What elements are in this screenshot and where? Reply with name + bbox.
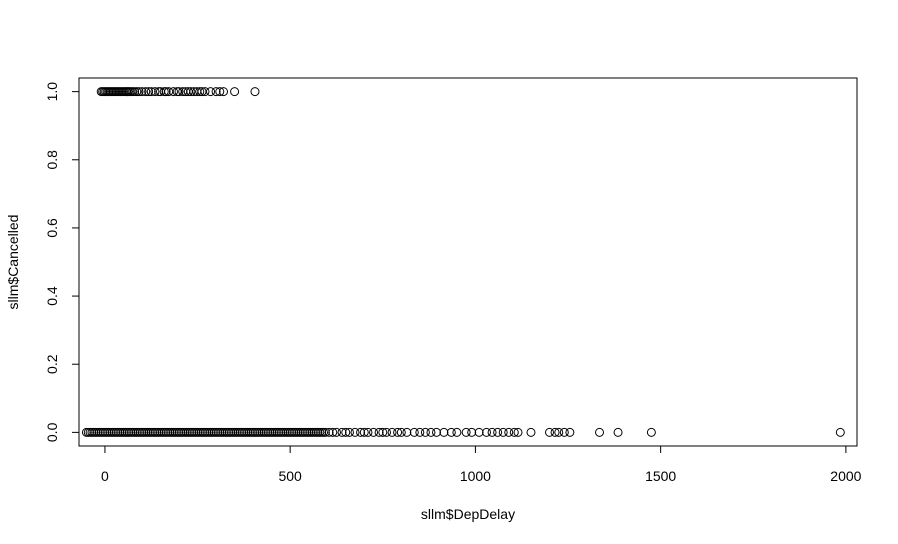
x-tick-label: 1000 (460, 468, 491, 484)
scatter-point (186, 87, 196, 97)
scatter-point (144, 87, 154, 97)
scatter-point (137, 87, 147, 97)
scatter-point (646, 427, 656, 437)
scatter-point (426, 427, 436, 437)
y-tick-label: 0.0 (44, 422, 60, 442)
scatter-point (250, 87, 260, 97)
y-tick-label: 0.2 (44, 354, 60, 374)
scatter-point (835, 427, 845, 437)
data-points (81, 87, 845, 437)
y-axis-label: sllm$Cancelled (5, 215, 21, 310)
scatter-point (218, 87, 228, 97)
scatter-point (134, 87, 144, 97)
scatter-point (161, 87, 171, 97)
y-tick-label: 0.8 (44, 150, 60, 170)
scatter-point (613, 427, 623, 437)
scatter-point (183, 87, 193, 97)
scatter-point (164, 87, 174, 97)
scatter-point (550, 427, 560, 437)
x-tick-label: 2000 (830, 468, 861, 484)
scatter-point (439, 427, 449, 437)
scatter-point (324, 427, 334, 437)
x-tick-label: 1500 (645, 468, 676, 484)
scatter-point (452, 427, 462, 437)
scatter-point (513, 427, 523, 437)
scatter-point (487, 427, 497, 437)
scatter-point (526, 427, 536, 437)
scatter-point (402, 427, 412, 437)
y-axis: 0.0 0.2 0.4 0.6 0.8 1.0 (44, 82, 80, 442)
scatter-point (359, 427, 369, 437)
scatter-point (432, 427, 442, 437)
y-tick-label: 0.6 (44, 218, 60, 238)
scatter-point (482, 427, 492, 437)
scatter-point (415, 427, 425, 437)
scatter-point (337, 427, 347, 437)
scatter-point (350, 427, 360, 437)
scatter-point (168, 87, 178, 97)
scatter-point (197, 87, 207, 97)
scatter-point (446, 427, 456, 437)
scatter-point (369, 427, 379, 437)
scatter-point (420, 427, 430, 437)
scatter-point (195, 87, 205, 97)
scatter-point (387, 427, 397, 437)
scatter-point (393, 427, 403, 437)
scatter-point (200, 87, 210, 97)
y-tick-label: 1.0 (44, 82, 60, 102)
scatter-point (565, 427, 575, 437)
scatter-point (498, 427, 508, 437)
scatter-point (545, 427, 555, 437)
scatter-point (409, 427, 419, 437)
x-axis-label: sllm$DepDelay (421, 506, 515, 522)
scatter-point (215, 87, 225, 97)
scatter-point (474, 427, 484, 437)
scatter-point (328, 427, 338, 437)
plot-frame (78, 77, 858, 447)
scatter-point (381, 427, 391, 437)
scatter-point (396, 427, 406, 437)
scatter-point (356, 427, 366, 437)
scatter-point (363, 427, 373, 437)
x-tick-label: 500 (278, 468, 302, 484)
scatter-point (509, 427, 519, 437)
scatter-point (331, 427, 341, 437)
scatter-point (132, 87, 142, 97)
scatter-point (146, 87, 156, 97)
scatter-point (467, 427, 477, 437)
scatter-point (206, 87, 216, 97)
scatter-point (320, 427, 330, 437)
scatter-point (344, 427, 354, 437)
scatter-point (141, 87, 151, 97)
y-tick-label: 0.4 (44, 286, 60, 306)
scatter-point (341, 427, 351, 437)
scatter-point (461, 427, 471, 437)
scatter-point (559, 427, 569, 437)
scatter-point (378, 427, 388, 437)
scatter-point (374, 427, 384, 437)
scatter-point (211, 87, 221, 97)
scatter-point (130, 87, 140, 97)
x-tick-label: 0 (101, 468, 109, 484)
scatter-point (230, 87, 240, 97)
scatter-point (174, 87, 184, 97)
x-axis: 0 500 1000 1500 2000 (101, 445, 862, 484)
scatter-point (493, 427, 503, 437)
scatter-point (504, 427, 514, 437)
scatter-point (595, 427, 605, 437)
scatter-point (554, 427, 564, 437)
scatter-point (150, 87, 160, 97)
